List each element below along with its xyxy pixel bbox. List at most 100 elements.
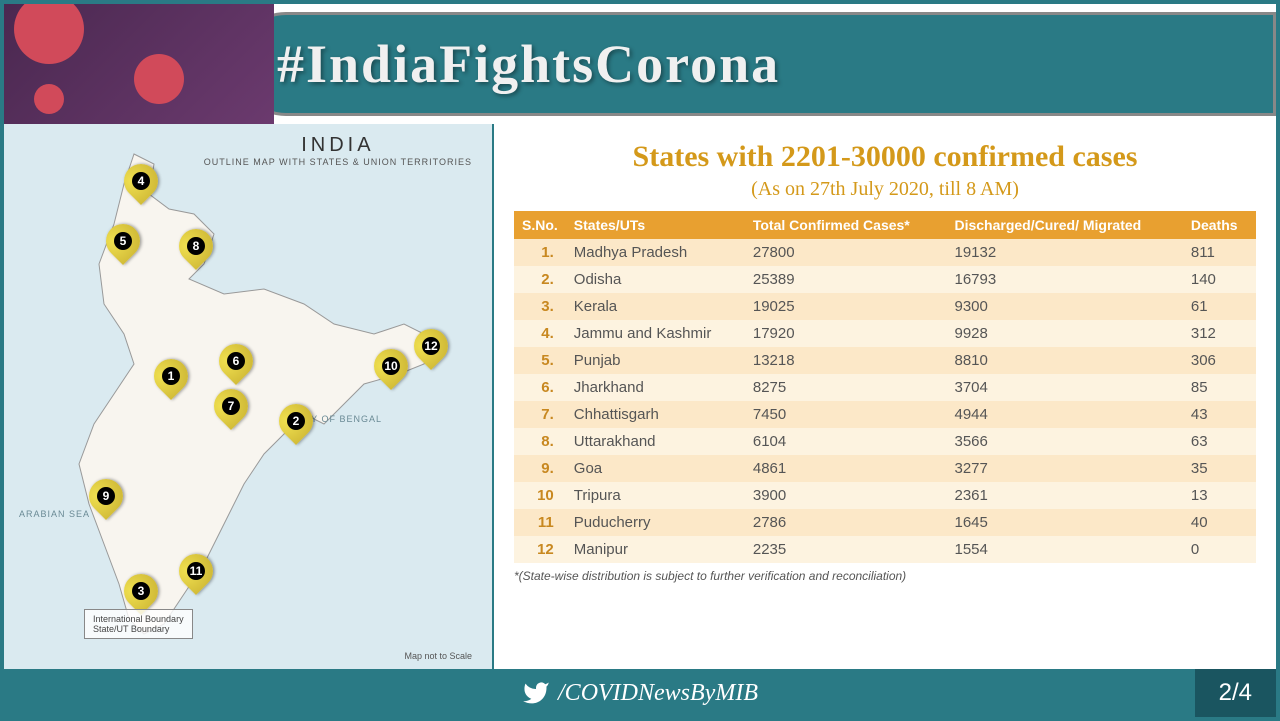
table-cell: Madhya Pradesh — [566, 239, 745, 266]
table-cell: 11 — [514, 509, 566, 536]
table-cell: Uttarakhand — [566, 428, 745, 455]
infographic-container: #IndiaFightsCorona INDIA OUTLINE MAP WIT… — [0, 0, 1280, 721]
table-cell: 12 — [514, 536, 566, 563]
table-cell: 85 — [1183, 374, 1256, 401]
table-cell: 25389 — [745, 266, 947, 293]
table-cell: 4. — [514, 320, 566, 347]
table-cell: 1554 — [946, 536, 1182, 563]
table-header-col-4: Deaths — [1183, 211, 1256, 239]
header: #IndiaFightsCorona — [4, 4, 1276, 124]
table-cell: 13218 — [745, 347, 947, 374]
table-cell: 7450 — [745, 401, 947, 428]
table-cell: 9300 — [946, 293, 1182, 320]
map-pin-12: 12 — [414, 329, 448, 373]
table-cell: 8810 — [946, 347, 1182, 374]
map-pin-10: 10 — [374, 349, 408, 393]
table-cell: 43 — [1183, 401, 1256, 428]
map-pin-2: 2 — [279, 404, 313, 448]
map-legend: International Boundary State/UT Boundary — [84, 609, 193, 639]
hashtag-title: #IndiaFightsCorona — [277, 33, 780, 95]
table-subtitle: (As on 27th July 2020, till 8 AM) — [514, 178, 1256, 201]
india-map-outline — [4, 124, 494, 669]
twitter-icon — [522, 679, 550, 707]
table-cell: Kerala — [566, 293, 745, 320]
table-cell: 9. — [514, 455, 566, 482]
table-cell: 140 — [1183, 266, 1256, 293]
footer: /COVIDNewsByMIB 2/4 — [4, 669, 1276, 717]
table-row: 8.Uttarakhand6104356663 — [514, 428, 1256, 455]
table-row: 1.Madhya Pradesh2780019132811 — [514, 239, 1256, 266]
table-cell: 4944 — [946, 401, 1182, 428]
map-pin-8: 8 — [179, 229, 213, 273]
table-header-col-0: S.No. — [514, 211, 566, 239]
map-pin-7: 7 — [214, 389, 248, 433]
table-cell: Manipur — [566, 536, 745, 563]
table-cell: Jharkhand — [566, 374, 745, 401]
title-banner: #IndiaFightsCorona — [234, 12, 1276, 116]
table-cell: 16793 — [946, 266, 1182, 293]
table-row: 11Puducherry2786164540 — [514, 509, 1256, 536]
map-pin-5: 5 — [106, 224, 140, 268]
table-cell: 61 — [1183, 293, 1256, 320]
table-cell: 35 — [1183, 455, 1256, 482]
table-cell: 306 — [1183, 347, 1256, 374]
table-cell: 811 — [1183, 239, 1256, 266]
table-header-col-3: Discharged/Cured/ Migrated — [946, 211, 1182, 239]
table-row: 2.Odisha2538916793140 — [514, 266, 1256, 293]
table-header-col-1: States/UTs — [566, 211, 745, 239]
table-cell: 7. — [514, 401, 566, 428]
content-row: INDIA OUTLINE MAP WITH STATES & UNION TE… — [4, 124, 1276, 669]
map-pin-4: 4 — [124, 164, 158, 208]
arabian-sea-label: ARABIAN SEA — [19, 509, 90, 519]
table-row: 4.Jammu and Kashmir179209928312 — [514, 320, 1256, 347]
table-cell: Chhattisgarh — [566, 401, 745, 428]
table-header-col-2: Total Confirmed Cases* — [745, 211, 947, 239]
table-cell: 312 — [1183, 320, 1256, 347]
table-panel: States with 2201-30000 confirmed cases (… — [494, 124, 1276, 669]
table-cell: 5. — [514, 347, 566, 374]
map-pin-11: 11 — [179, 554, 213, 598]
table-row: 12Manipur223515540 — [514, 536, 1256, 563]
legend-intl-boundary: International Boundary — [93, 614, 184, 624]
table-row: 3.Kerala19025930061 — [514, 293, 1256, 320]
table-row: 5.Punjab132188810306 — [514, 347, 1256, 374]
table-cell: 4861 — [745, 455, 947, 482]
table-cell: 3704 — [946, 374, 1182, 401]
table-cell: 10 — [514, 482, 566, 509]
table-row: 6.Jharkhand8275370485 — [514, 374, 1256, 401]
table-row: 9.Goa4861327735 — [514, 455, 1256, 482]
table-cell: 27800 — [745, 239, 947, 266]
table-cell: 2786 — [745, 509, 947, 536]
table-cell: 17920 — [745, 320, 947, 347]
table-cell: 2361 — [946, 482, 1182, 509]
table-cell: Puducherry — [566, 509, 745, 536]
table-cell: 2. — [514, 266, 566, 293]
table-cell: 3900 — [745, 482, 947, 509]
table-cell: 3. — [514, 293, 566, 320]
legend-state-boundary: State/UT Boundary — [93, 624, 184, 634]
table-cell: 13 — [1183, 482, 1256, 509]
table-cell: 0 — [1183, 536, 1256, 563]
table-cell: 9928 — [946, 320, 1182, 347]
table-cell: Tripura — [566, 482, 745, 509]
table-cell: 63 — [1183, 428, 1256, 455]
table-row: 10Tripura3900236113 — [514, 482, 1256, 509]
footer-handle: /COVIDNewsByMIB — [522, 679, 758, 707]
table-cell: 1645 — [946, 509, 1182, 536]
table-cell: 2235 — [745, 536, 947, 563]
table-cell: 6. — [514, 374, 566, 401]
table-cell: Jammu and Kashmir — [566, 320, 745, 347]
table-cell: 8275 — [745, 374, 947, 401]
table-cell: 6104 — [745, 428, 947, 455]
page-number: 2/4 — [1195, 669, 1276, 717]
map-pin-9: 9 — [89, 479, 123, 523]
table-cell: 3566 — [946, 428, 1182, 455]
twitter-handle-text: /COVIDNewsByMIB — [558, 680, 758, 707]
cases-table: S.No.States/UTsTotal Confirmed Cases*Dis… — [514, 211, 1256, 563]
table-cell: 19132 — [946, 239, 1182, 266]
table-cell: Odisha — [566, 266, 745, 293]
table-cell: 8. — [514, 428, 566, 455]
table-cell: Punjab — [566, 347, 745, 374]
table-cell: Goa — [566, 455, 745, 482]
table-title: States with 2201-30000 confirmed cases — [514, 140, 1256, 174]
